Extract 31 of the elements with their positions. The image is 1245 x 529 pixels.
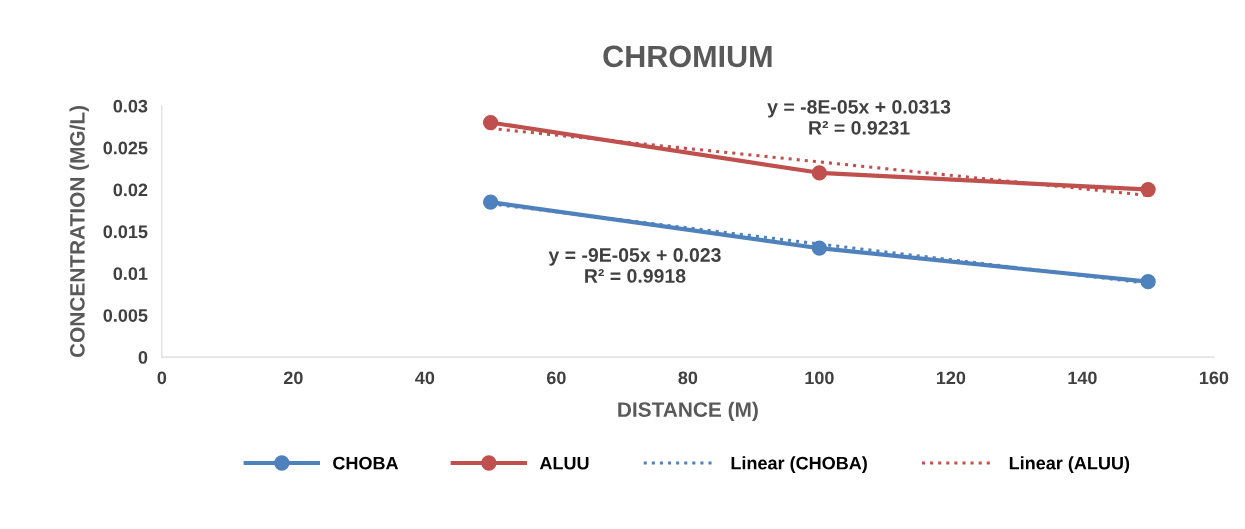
point <box>811 240 828 256</box>
legend-label: CHOBA <box>333 456 399 470</box>
x-axis-title: DISTANCE (M) <box>618 401 758 422</box>
y-tick-label: 0.01 <box>113 267 148 281</box>
x-tick-label: 20 <box>283 371 303 385</box>
y-tick-label: 0.02 <box>113 183 148 197</box>
y-axis-title: CONCENTRATION (MG/L) <box>69 105 89 358</box>
point <box>482 194 499 210</box>
annotation: y = -8E-05x + 0.0313 R² = 0.9231 <box>767 100 951 135</box>
y-tick-label: 0.025 <box>103 141 148 155</box>
y-tick-label: 0.015 <box>103 225 148 239</box>
legend-label: ALUU <box>539 456 589 470</box>
x-tick-label: 0 <box>157 371 167 385</box>
x-tick-label: 100 <box>805 371 834 385</box>
x-tick-label: 60 <box>546 371 566 385</box>
x-tick-label: 40 <box>415 371 435 385</box>
x-tick-label: 120 <box>936 371 966 385</box>
chart-title: CHROMIUM <box>603 45 772 68</box>
legend-label: Linear (CHOBA) <box>731 456 867 474</box>
y-tick-label: 0.03 <box>113 99 148 113</box>
point <box>1140 181 1156 198</box>
y-tick-label: 0 <box>138 351 148 364</box>
point <box>482 114 499 131</box>
x-tick-label: 160 <box>1199 371 1229 385</box>
point <box>811 165 828 181</box>
x-tick-label: 140 <box>1068 371 1097 385</box>
annotation: y = -9E-05x + 0.023 R² = 0.9918 <box>548 248 721 283</box>
point <box>1140 274 1156 290</box>
x-tick-label: 80 <box>678 371 698 385</box>
y-tick-label: 0.005 <box>103 309 148 322</box>
legend-label: Linear (ALUU) <box>1009 456 1130 474</box>
